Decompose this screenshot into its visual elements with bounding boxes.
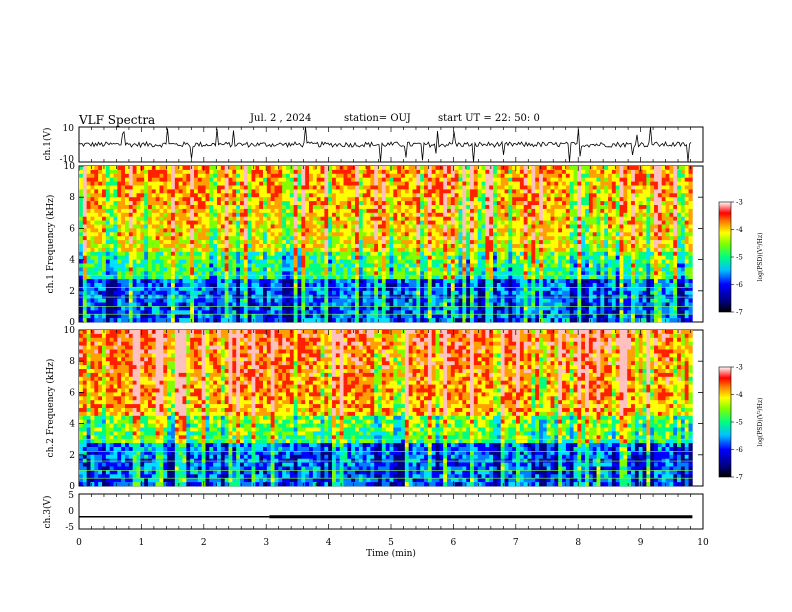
colorbar-tick-label: -5 <box>736 254 743 262</box>
time-tick-label: 6 <box>451 538 457 548</box>
ch3-ytick-mid: 0 <box>68 507 74 517</box>
time-tick-label: 0 <box>76 538 82 548</box>
freq-tick-label: 4 <box>69 420 75 430</box>
time-tick-label: 5 <box>388 538 394 548</box>
ch1-spectrogram-image <box>79 166 693 323</box>
freq-tick-label: 6 <box>69 388 75 398</box>
station-label: station= OUJ <box>344 113 411 124</box>
ch3-ytick-bottom: -5 <box>65 523 74 533</box>
time-tick-label: 7 <box>513 538 519 548</box>
time-tick-label: 4 <box>326 538 332 548</box>
ch3-trace-frame <box>78 493 704 530</box>
time-tick-label: 10 <box>697 538 709 548</box>
time-tick-label: 8 <box>575 538 581 548</box>
time-tick-label: 1 <box>139 538 145 548</box>
ch1-colorbar: -3 -4 -5 -6 -7 log(PSD)(V²/Hz) <box>718 199 764 317</box>
ch1-waveform-panel: 10 -10 ch.1(V) <box>42 124 704 165</box>
colorbar-tick-label: -4 <box>736 226 743 234</box>
time-tick-label: 9 <box>638 538 644 548</box>
freq-tick-label: 0 <box>69 318 75 328</box>
freq-tick-label: 2 <box>69 287 75 297</box>
date-label: Jul. 2 , 2024 <box>250 113 312 124</box>
ch1-spectrogram-panel: 0 2 4 6 8 10 ch.1 Frequency (kHz) <box>45 162 704 328</box>
freq-tick-label: 0 <box>69 482 75 492</box>
freq-tick-label: 8 <box>69 193 75 203</box>
ch2-colorbar-ticks: -3 -4 -5 -6 -7 <box>731 364 743 482</box>
time-tick-label: 2 <box>201 538 207 548</box>
ch1-colorbar-ramp <box>718 201 732 313</box>
freq-tick-label: 4 <box>69 256 75 266</box>
colorbar-tick-label: -5 <box>736 419 743 427</box>
ch2-spectrogram-panel: 0 2 4 6 8 10 ch.2 Frequency (kHz) <box>45 326 704 492</box>
time-axis: 0 1 2 3 4 5 6 7 8 9 10 <box>76 127 709 548</box>
ch3-trace-ylabel: ch.3(V) <box>42 496 53 529</box>
freq-tick-label: 10 <box>64 162 76 172</box>
freq-tick-label: 6 <box>69 224 75 234</box>
ch1-ytick-top: 10 <box>63 124 75 134</box>
ch1-waveform-frame <box>78 126 704 163</box>
colorbar-tick-label: -3 <box>736 364 743 372</box>
ch1-spectrogram-yticks: 0 2 4 6 8 10 <box>64 162 703 328</box>
freq-tick-label: 8 <box>69 357 75 367</box>
colorbar-tick-label: -6 <box>736 446 743 454</box>
ch1-waveform-ylabel: ch.1(V) <box>42 128 53 161</box>
colorbar-tick-label: -4 <box>736 391 743 399</box>
time-axis-label: Time (min) <box>366 548 416 559</box>
ch2-spectrogram-image <box>79 330 693 487</box>
ch2-spectrogram-yticks: 0 2 4 6 8 10 <box>64 326 703 492</box>
ch3-ytick-top: 5 <box>68 491 74 501</box>
ch1-waveform-line <box>78 126 692 163</box>
colorbar-tick-label: -6 <box>736 281 743 289</box>
ch2-colorbar-label: log(PSD)(V²/Hz) <box>757 398 764 447</box>
freq-tick-label: 2 <box>69 451 75 461</box>
time-tick-label: 3 <box>263 538 269 548</box>
ch1-spectrogram-ylabel: ch.1 Frequency (kHz) <box>45 195 56 294</box>
colorbar-tick-label: -3 <box>736 199 743 207</box>
freq-tick-label: 10 <box>64 326 76 336</box>
ch1-ytick-bottom: -10 <box>60 155 75 165</box>
ch2-spectrogram-ylabel: ch.2 Frequency (kHz) <box>45 359 56 458</box>
start-time-label: start UT = 22: 50: 0 <box>438 113 540 124</box>
ch1-colorbar-ticks: -3 -4 -5 -6 -7 <box>731 199 743 317</box>
ch2-colorbar-ramp <box>718 366 732 478</box>
ch3-trace-panel: 5 0 -5 ch.3(V) <box>42 491 704 533</box>
colorbar-tick-label: -7 <box>736 309 743 317</box>
chart-title: VLF Spectra <box>79 113 156 127</box>
ch1-colorbar-label: log(PSD)(V²/Hz) <box>757 233 764 282</box>
ch1-waveform-trace <box>78 126 692 163</box>
ch2-colorbar: -3 -4 -5 -6 -7 log(PSD)(V²/Hz) <box>718 364 764 482</box>
colorbar-tick-label: -7 <box>736 474 743 482</box>
